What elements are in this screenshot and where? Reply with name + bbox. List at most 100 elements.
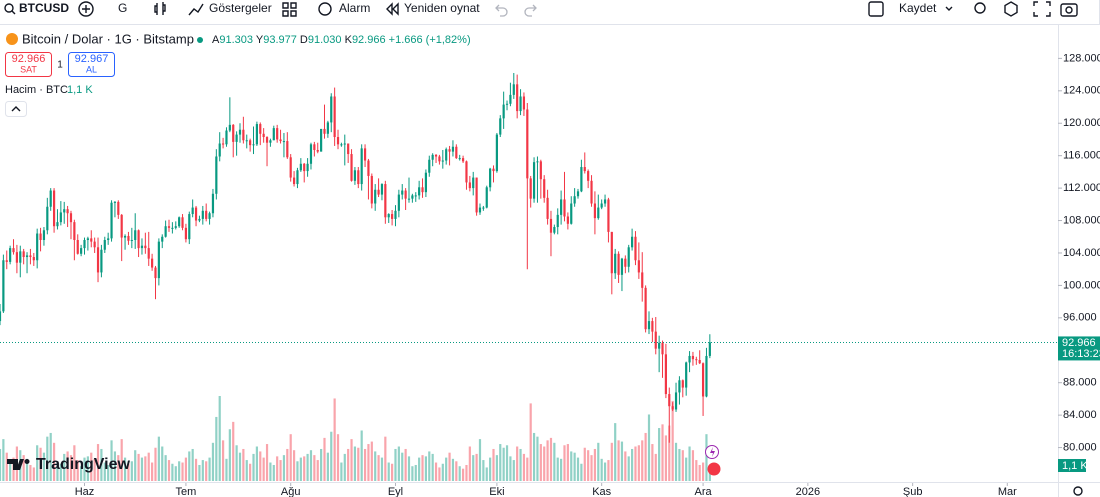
candle-body xyxy=(478,207,482,213)
candle-body xyxy=(600,203,603,208)
volume-bar xyxy=(32,467,35,481)
volume-bar xyxy=(434,462,438,481)
volume-bar xyxy=(306,453,309,481)
volume-bar xyxy=(90,452,93,481)
candle-body xyxy=(597,207,600,219)
volume-bar xyxy=(205,461,208,481)
symbol[interactable]: BTCUSD xyxy=(19,1,69,15)
candle-body xyxy=(167,226,171,228)
volume-bar xyxy=(553,442,556,481)
volume-bar xyxy=(154,447,157,481)
candle-body xyxy=(117,201,120,215)
candle-body xyxy=(249,140,252,146)
candle-body xyxy=(36,233,39,261)
snapshot[interactable] xyxy=(1060,3,1078,17)
quick-search[interactable] xyxy=(974,2,986,14)
save-menu[interactable] xyxy=(945,6,953,11)
volume-bar xyxy=(147,452,150,481)
buy-button[interactable] xyxy=(68,52,115,77)
add-symbol[interactable] xyxy=(78,1,94,17)
volume-bar xyxy=(49,432,52,481)
volume-axis-label: 1,1 K xyxy=(1062,460,1088,472)
save[interactable]: Kaydet xyxy=(899,1,937,15)
candle-body xyxy=(404,190,407,199)
candle-body xyxy=(259,124,262,134)
candle-body xyxy=(580,167,583,192)
volume-bar xyxy=(705,434,708,481)
layouts[interactable] xyxy=(282,2,297,17)
volume-bar xyxy=(316,460,319,481)
economic-event[interactable] xyxy=(707,462,721,476)
candle-body xyxy=(512,84,515,95)
candle-body xyxy=(323,128,326,134)
candle-body xyxy=(83,240,86,249)
volume-bar xyxy=(360,430,363,481)
candle-body xyxy=(688,355,691,363)
redo[interactable] xyxy=(524,4,537,17)
candle-body xyxy=(151,258,154,268)
volume-bar xyxy=(151,462,154,481)
candle-body xyxy=(313,144,316,150)
volume-bar xyxy=(113,451,117,481)
candle-body xyxy=(647,321,651,330)
volume-bar xyxy=(532,432,536,481)
sell-button[interactable] xyxy=(5,52,52,77)
volume-bar xyxy=(505,445,509,481)
volume-bar xyxy=(107,464,110,481)
fullscreen[interactable] xyxy=(1033,1,1051,17)
volume-bar xyxy=(161,446,164,481)
volume-bar xyxy=(384,436,387,481)
candle-body xyxy=(387,214,390,218)
volume-value: 1,1 K xyxy=(67,84,93,96)
candle-body xyxy=(86,238,89,240)
layout-toggle[interactable] xyxy=(868,1,884,17)
candle-body xyxy=(73,222,76,240)
candle-body xyxy=(455,146,458,159)
settings[interactable] xyxy=(1004,1,1018,17)
buy-label: AL xyxy=(86,64,97,74)
candle-body xyxy=(431,154,434,160)
volume-bar xyxy=(583,447,586,481)
search-icon[interactable] xyxy=(4,3,14,13)
volume-bar xyxy=(2,439,5,481)
candle-body xyxy=(96,247,100,273)
volume-bar xyxy=(296,461,299,481)
volume-bar xyxy=(178,461,181,481)
candle-body xyxy=(107,238,110,240)
volume-bar xyxy=(475,453,478,481)
candle-body xyxy=(228,124,231,131)
candle-body xyxy=(630,236,634,248)
volume-bar xyxy=(651,444,654,481)
alert[interactable]: Alarm xyxy=(339,1,370,15)
brand-name: TradingView xyxy=(36,456,131,473)
replay[interactable]: Yeniden oynat xyxy=(404,1,480,15)
candle-body xyxy=(123,235,127,238)
volume-bar xyxy=(265,444,269,481)
sell-price: 92.966 xyxy=(12,53,46,65)
volume-bar xyxy=(100,448,103,481)
x-tick-label: Ağu xyxy=(281,486,301,497)
volume-bar xyxy=(556,457,559,481)
candle-body xyxy=(620,258,624,275)
volume-bar xyxy=(69,455,73,481)
collapse-legend[interactable] xyxy=(5,101,27,117)
volume-bar xyxy=(198,464,201,481)
candle-body xyxy=(63,209,66,213)
indicators[interactable]: Göstergeler xyxy=(209,1,272,15)
candle-body xyxy=(556,214,559,228)
chart-type[interactable] xyxy=(154,2,166,15)
candle-body xyxy=(181,217,184,228)
volume-bar xyxy=(242,448,245,481)
interval[interactable]: G xyxy=(118,1,127,15)
candle-body xyxy=(46,206,49,231)
axis-settings[interactable] xyxy=(1073,486,1083,496)
brand-logo-dot xyxy=(24,459,30,464)
volume-bar xyxy=(566,444,569,481)
candle-body xyxy=(691,355,695,360)
low-value: 91.030 xyxy=(308,34,342,46)
candle-body xyxy=(221,143,225,145)
volume-bar xyxy=(303,456,306,481)
volume-bar xyxy=(276,456,279,481)
volume-bar xyxy=(56,461,59,481)
undo[interactable] xyxy=(495,4,508,17)
